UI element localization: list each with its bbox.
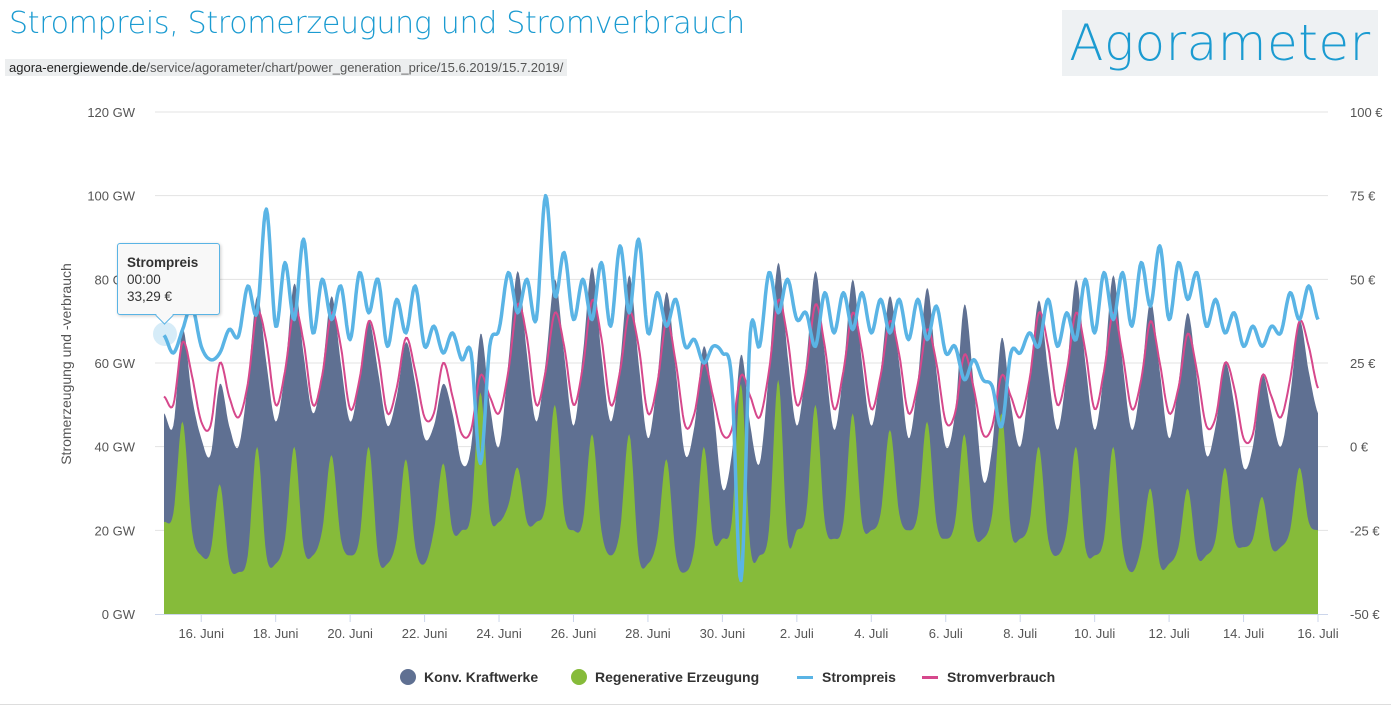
legend-line-icon [797, 675, 813, 679]
legend: Konv. Kraftwerke Regenerative Erzeugung … [0, 667, 1391, 687]
y-tick-label-left: 120 GW [87, 105, 135, 120]
legend-item-strompreis[interactable]: Strompreis [797, 667, 896, 687]
legend-item-konv-kraftwerke[interactable]: Konv. Kraftwerke [400, 667, 538, 687]
legend-item-regenerative-erzeugung[interactable]: Regenerative Erzeugung [571, 667, 759, 687]
y-tick-label-left: 0 GW [102, 607, 136, 622]
legend-label: Konv. Kraftwerke [424, 669, 539, 685]
y-tick-label-left: 100 GW [87, 189, 135, 204]
y-tick-label-right: 100 € [1350, 105, 1383, 120]
url-breadcrumb[interactable]: agora-energiewende.de/service/agorameter… [5, 59, 568, 76]
x-tick-label: 16. Juli [1297, 626, 1338, 641]
y-tick-label-right: 50 € [1350, 272, 1376, 287]
x-tick-label: 16. Juni [178, 626, 224, 641]
legend-label: Stromverbrauch [947, 669, 1056, 685]
x-tick-label: 10. Juli [1074, 626, 1115, 641]
x-tick-label: 6. Juli [929, 626, 963, 641]
y-tick-label-right: 75 € [1350, 189, 1376, 204]
line-strompreis [162, 193, 1320, 583]
x-tick-label: 12. Juli [1148, 626, 1189, 641]
url-path[interactable]: /service/agorameter/chart/power_generati… [146, 60, 564, 75]
tooltip-value: 33,29 € [127, 289, 173, 304]
y-tick-label-left: 20 GW [95, 523, 136, 538]
line-stromverbrauch [163, 298, 1319, 445]
x-tick-label: 26. Juni [551, 626, 597, 641]
x-tick-label: 30. Juni [700, 626, 746, 641]
y-tick-label-right: -25 € [1350, 523, 1380, 538]
x-tick-label: 24. Juni [476, 626, 522, 641]
x-tick-label: 4. Juli [854, 626, 888, 641]
agorameter-logo: Agorameter [1062, 10, 1378, 76]
legend-swatch-icon [400, 669, 416, 685]
x-tick-label: 2. Juli [780, 626, 814, 641]
y-tick-label-right: 25 € [1350, 356, 1376, 371]
legend-swatch-icon [571, 669, 587, 685]
area-regenerative-erzeugung [164, 379, 1318, 614]
x-tick-label: 8. Juli [1003, 626, 1037, 641]
x-tick-label: 20. Juni [327, 626, 373, 641]
legend-label: Strompreis [822, 669, 896, 685]
x-tick-label: 22. Juni [402, 626, 448, 641]
x-tick-label: 28. Juni [625, 626, 671, 641]
x-tick-label: 18. Juni [253, 626, 299, 641]
y-tick-label-right: -50 € [1350, 607, 1380, 622]
y-tick-label-left: 60 GW [95, 356, 136, 371]
url-domain[interactable]: agora-energiewende.de [9, 60, 147, 75]
tooltip-time: 00:00 [127, 272, 161, 287]
y-tick-label-left: 40 GW [95, 440, 136, 455]
divider [0, 704, 1391, 705]
y-axis-title: Stromerzeugung und -verbrauch [58, 263, 74, 465]
legend-label: Regenerative Erzeugung [595, 669, 760, 685]
tooltip: Strompreis 00:00 33,29 € [117, 243, 220, 315]
x-tick-label: 14. Juli [1223, 626, 1264, 641]
legend-item-stromverbrauch[interactable]: Stromverbrauch [922, 667, 1055, 687]
page-title: Strompreis, Stromerzeugung und Stromverb… [9, 6, 745, 41]
legend-line-icon [922, 675, 938, 679]
y-tick-label-right: 0 € [1350, 440, 1369, 455]
hover-marker [153, 322, 177, 346]
tooltip-series: Strompreis [127, 255, 199, 270]
